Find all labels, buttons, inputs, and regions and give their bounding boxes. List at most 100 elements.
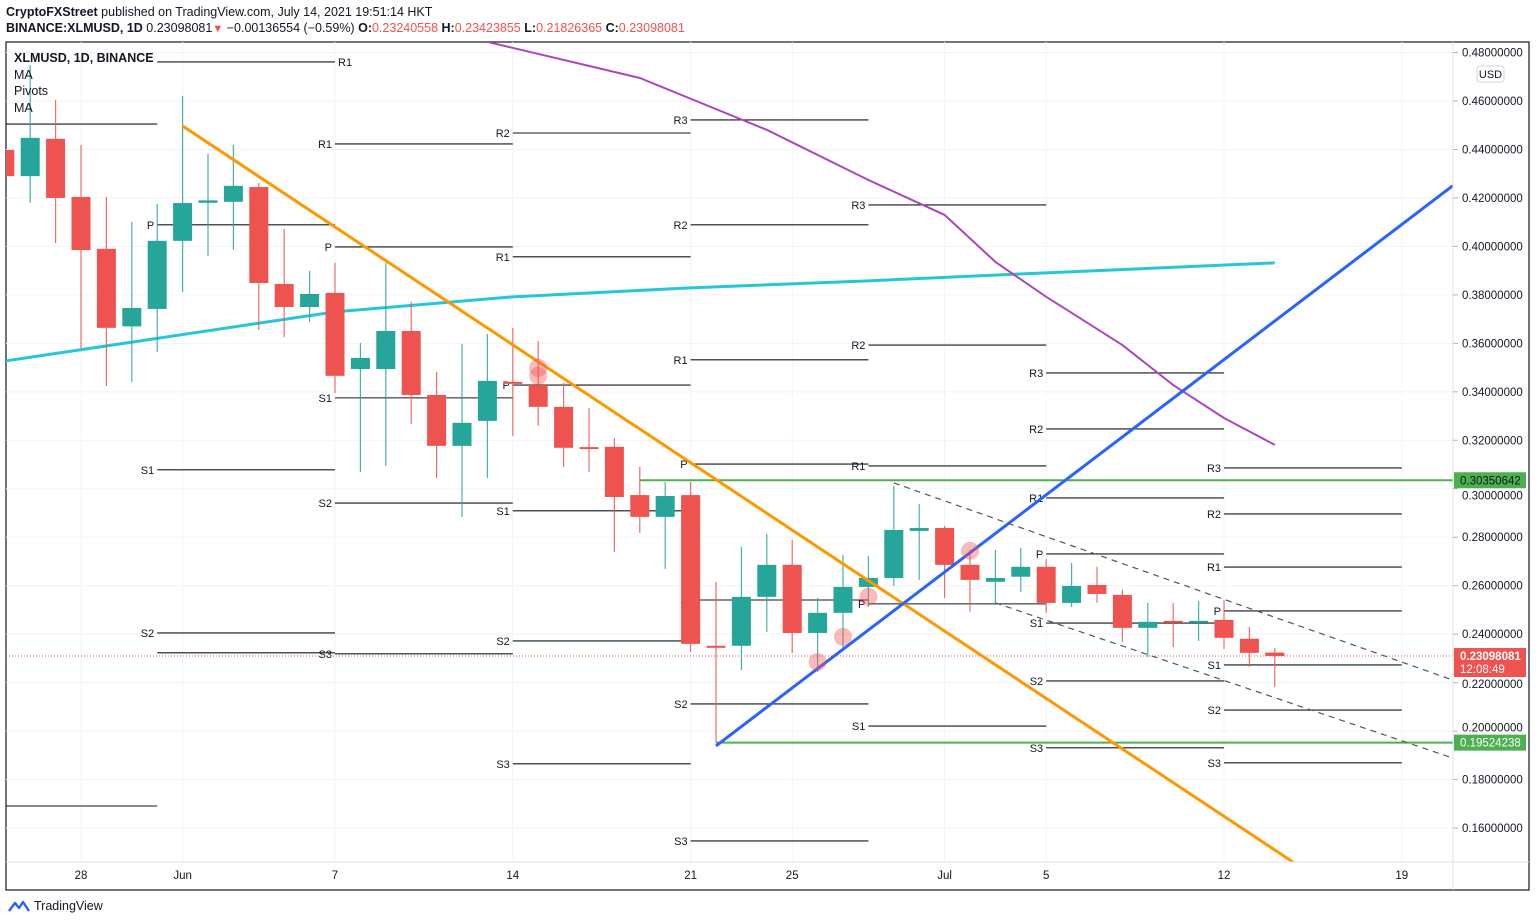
pivot-label: R1 (1029, 493, 1043, 505)
candle-body (401, 330, 421, 395)
candle-up[interactable] (1062, 562, 1082, 608)
candle-down[interactable] (630, 466, 650, 533)
candle-body (71, 196, 91, 251)
legend-item-ma[interactable]: MA (14, 67, 33, 82)
candle-body (579, 447, 599, 450)
time-axis[interactable]: 28 Jun 7 14 21 25 Jul 5 12 19 (75, 870, 1409, 882)
candle-up[interactable] (300, 270, 320, 323)
candle-down[interactable] (1087, 566, 1107, 603)
price-tag-label: 0.30350642 (1460, 475, 1521, 487)
candle-up[interactable] (376, 262, 396, 466)
pivot-label: P (858, 599, 865, 611)
candle-down[interactable] (554, 382, 574, 467)
pivot-label: S2 (1208, 705, 1221, 717)
candle-body (198, 200, 218, 203)
candle-down[interactable] (274, 228, 294, 338)
pivot-label: S1 (852, 721, 865, 733)
price-tick-label: 0.40000000 (1462, 241, 1523, 253)
candle-down[interactable] (401, 301, 421, 425)
pivot-label: R2 (496, 128, 510, 140)
touch-marker (808, 653, 827, 672)
candle-down[interactable] (604, 437, 624, 553)
candle-up[interactable] (20, 64, 40, 203)
trendline[interactable] (715, 184, 1453, 748)
candle-up[interactable] (1189, 600, 1209, 641)
candle-up[interactable] (985, 549, 1005, 605)
candle-up[interactable] (909, 504, 929, 580)
candle-up[interactable] (757, 533, 777, 632)
pivot-label: R3 (1029, 368, 1043, 380)
low-label: L: (524, 21, 537, 35)
candle-body (960, 564, 980, 580)
candle-up[interactable] (808, 597, 828, 672)
candle-up[interactable] (147, 203, 167, 352)
candle-down[interactable] (935, 525, 955, 598)
pivot-label: S2 (141, 628, 154, 640)
candle-up[interactable] (1138, 602, 1158, 657)
candle-body (985, 577, 1005, 582)
candle-up[interactable] (731, 546, 751, 671)
candle-down[interactable] (528, 340, 548, 426)
candle-down[interactable] (1265, 648, 1285, 687)
candle-down[interactable] (427, 371, 447, 478)
candle-body (1138, 621, 1158, 628)
trendline[interactable] (181, 124, 1301, 867)
time-tick-label: 19 (1395, 870, 1408, 882)
tradingview-logo[interactable]: TradingView (8, 899, 103, 913)
channel-trendline[interactable] (995, 602, 1453, 759)
price-axis[interactable]: 0.48000000 0.46000000 0.44000000 0.42000000… (1453, 48, 1523, 836)
candle-body (782, 564, 802, 633)
candle-down[interactable] (1163, 602, 1183, 648)
candle-body (350, 357, 370, 370)
candle-up[interactable] (223, 144, 243, 250)
candle-down[interactable] (96, 196, 116, 387)
candle-down[interactable] (249, 182, 269, 331)
price-tag-label: 0.19524238 (1460, 738, 1521, 750)
legend-item-ma[interactable]: MA (14, 100, 33, 115)
candle-up[interactable] (833, 554, 853, 650)
candle-down[interactable] (71, 144, 91, 349)
candle-body (173, 203, 193, 241)
candle-down[interactable] (325, 262, 345, 394)
pivot-label: S3 (1030, 743, 1043, 755)
candle-body (274, 283, 294, 307)
close-label: C: (605, 21, 619, 35)
candle-down[interactable] (46, 100, 66, 244)
candle-up[interactable] (350, 342, 370, 473)
currency-label[interactable]: USD (1476, 65, 1505, 83)
pivot-label: R1 (674, 355, 688, 367)
candle-body (477, 380, 497, 421)
candle-down[interactable] (681, 481, 701, 652)
candle-down[interactable] (1239, 626, 1259, 667)
candle-down[interactable] (1112, 589, 1132, 642)
candle-body (808, 612, 828, 633)
candle-up[interactable] (884, 485, 904, 586)
legend-title[interactable]: XLMUSD, 1D, BINANCE (14, 51, 154, 65)
symbol-info: BINANCE:XLMUSD, 1D 0.23098081▼ −0.001365… (6, 21, 685, 35)
pivot-label: P (502, 380, 509, 392)
price-tick-label: 0.46000000 (1462, 96, 1523, 108)
candle-down[interactable] (1214, 599, 1234, 649)
candle-up[interactable] (198, 153, 218, 256)
candle-down[interactable] (960, 549, 980, 612)
candle-up[interactable] (477, 333, 497, 478)
candle-down[interactable] (782, 539, 802, 653)
open-value: 0.23240558 (371, 21, 439, 35)
time-tick-label: 5 (1043, 870, 1049, 882)
candle-body (935, 528, 955, 565)
pivot-label: S1 (496, 506, 509, 518)
candle-up[interactable] (452, 343, 472, 517)
candle-down[interactable] (706, 581, 726, 743)
candle-down[interactable] (1036, 558, 1056, 613)
candle-down[interactable] (0, 145, 15, 177)
candle-up[interactable] (173, 95, 193, 292)
price-tick-label: 0.30000000 (1462, 490, 1523, 502)
candle-down[interactable] (579, 407, 599, 473)
legend-item-pivots[interactable]: Pivots (14, 84, 49, 98)
candle-up[interactable] (1011, 547, 1031, 593)
plot-area[interactable]: R1PS1S2R1PS1S2S3R2R1PS1S2S3R3R2R1PSS2S3R… (0, 42, 1453, 867)
candle-body (1189, 620, 1209, 623)
candle-up[interactable] (655, 481, 675, 569)
candle-up[interactable] (122, 221, 142, 382)
